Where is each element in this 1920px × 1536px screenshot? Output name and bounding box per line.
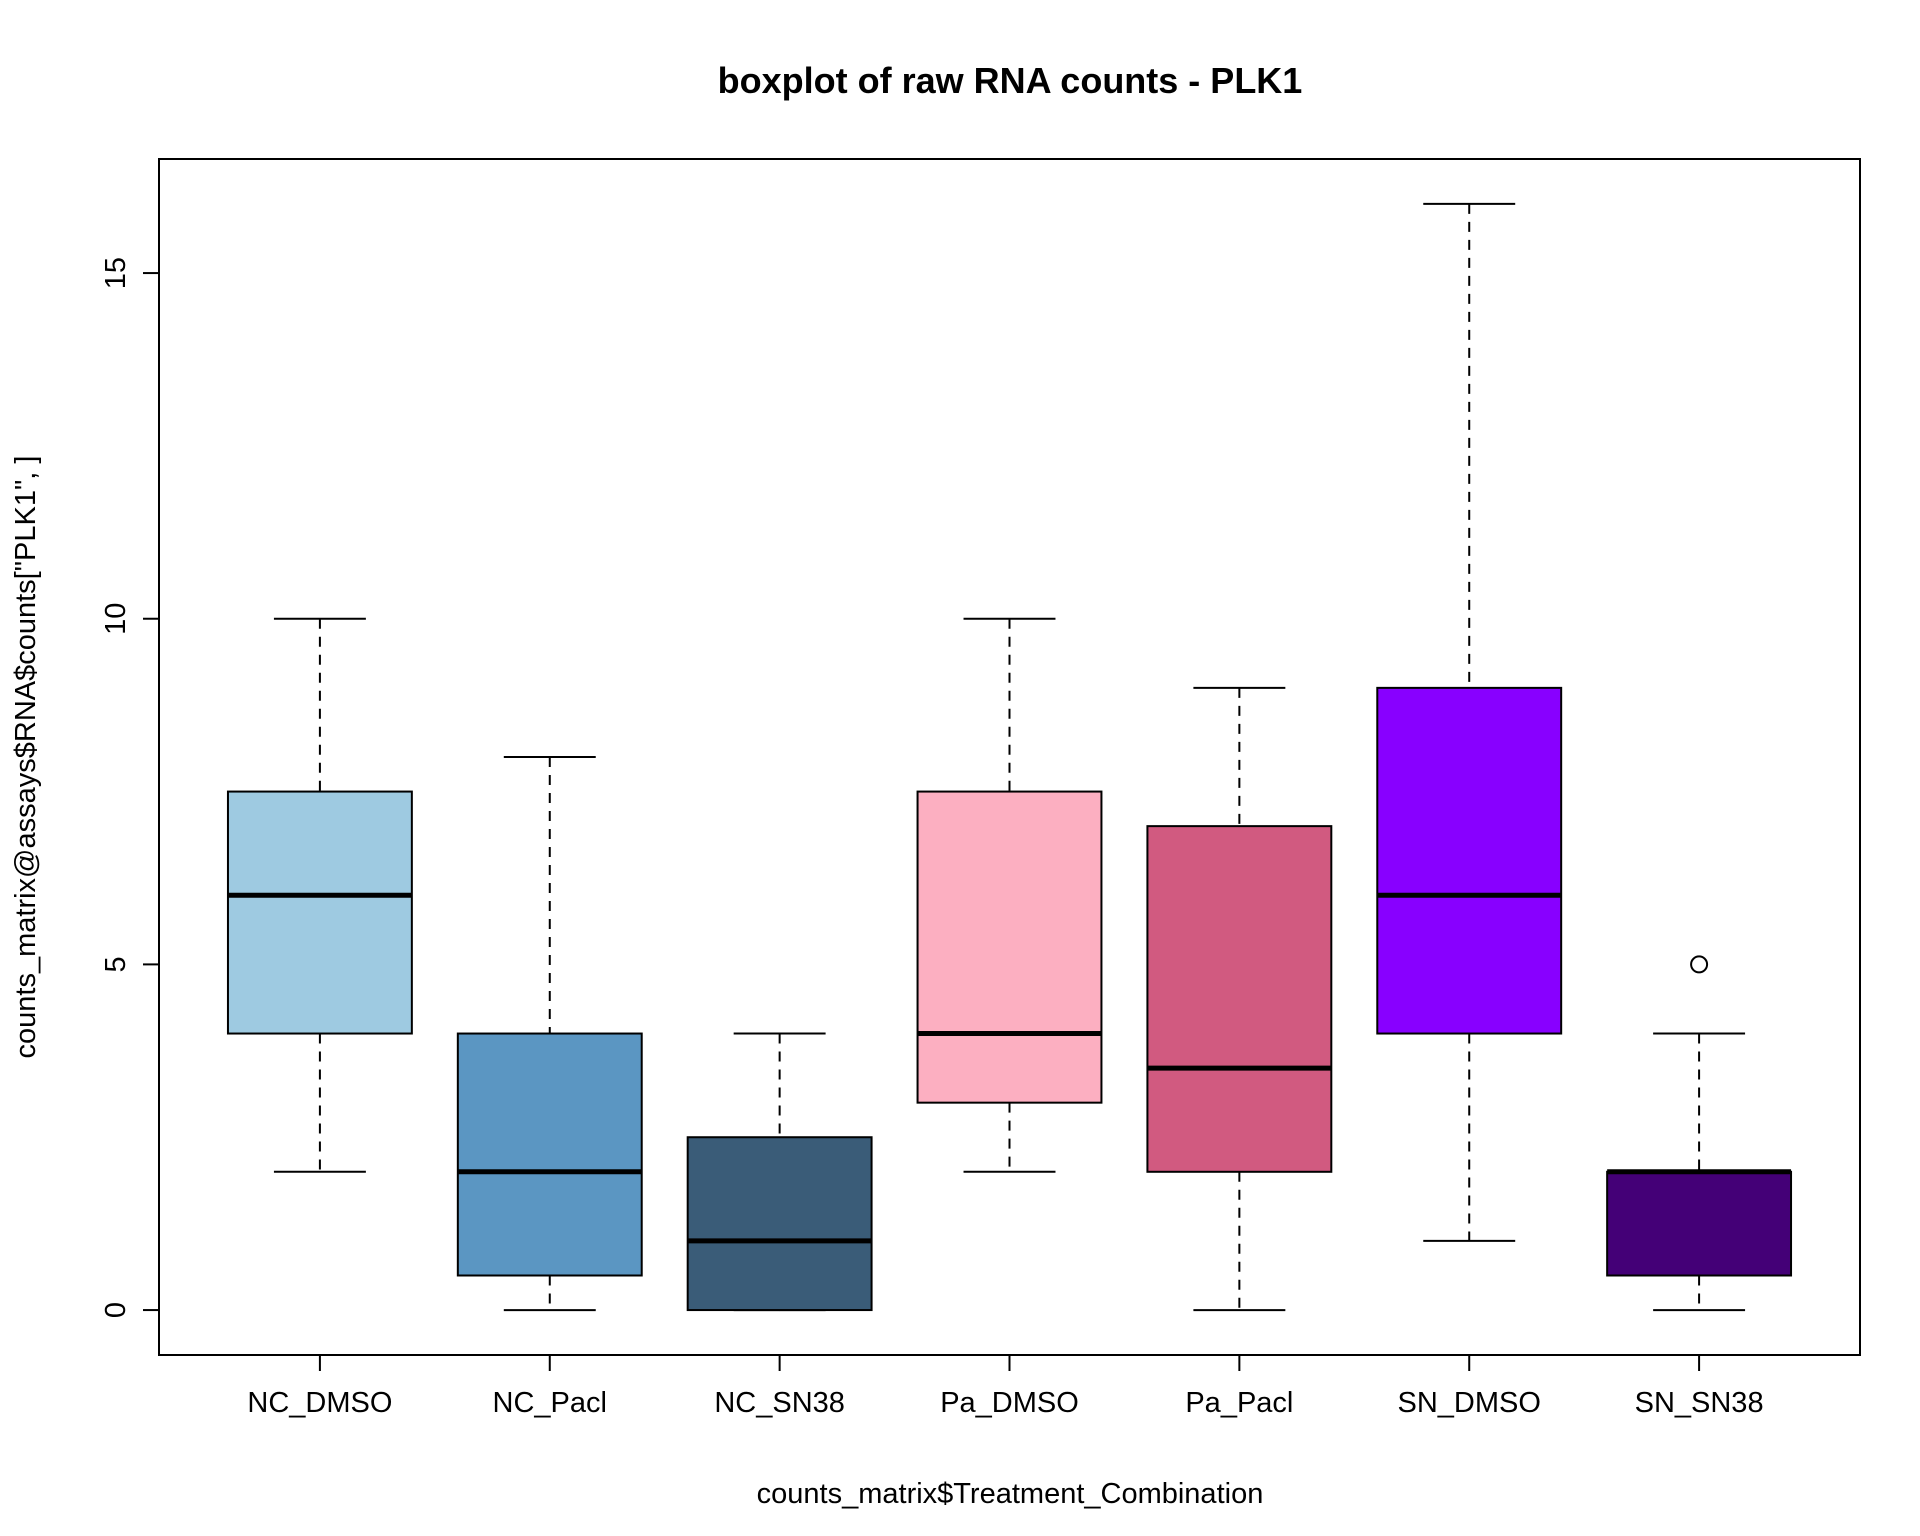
box-Pa_DMSO — [916, 617, 1103, 1173]
x-tick-label: SN_SN38 — [1635, 1387, 1764, 1419]
box-rect — [1376, 686, 1563, 1035]
box-rect — [456, 1032, 643, 1277]
box-rect — [226, 790, 413, 1035]
x-axis: NC_DMSO NC_Pacl NC_SN38 Pa_DMSO Pa_Pacl SN_DM… — [247, 1354, 1764, 1419]
x-tick-label: NC_Pacl — [493, 1387, 607, 1419]
box-SN_SN38 — [1606, 955, 1793, 1312]
chart-title: boxplot of raw RNA counts - PLK1 — [718, 60, 1303, 101]
box-rect — [1146, 825, 1333, 1173]
x-tick-label: NC_SN38 — [714, 1387, 845, 1419]
x-tick-label: Pa_DMSO — [940, 1387, 1079, 1419]
box-NC_Pacl — [456, 756, 643, 1312]
outlier-point — [1690, 955, 1709, 974]
y-tick-label: 0 — [100, 1302, 132, 1318]
box-rect — [686, 1136, 873, 1312]
box-Pa_Pacl — [1146, 686, 1333, 1312]
box-NC_DMSO — [226, 617, 413, 1173]
y-axis-label: counts_matrix@assays$RNA$counts["PLK1", … — [10, 456, 42, 1059]
y-tick-label: 5 — [100, 956, 132, 972]
x-tick-label: NC_DMSO — [247, 1387, 392, 1419]
x-axis-label: counts_matrix$Treatment_Combination — [757, 1478, 1264, 1510]
boxes-group — [226, 202, 1793, 1312]
box-rect — [916, 790, 1103, 1104]
x-tick-label: SN_DMSO — [1398, 1387, 1541, 1419]
x-tick-label: Pa_Pacl — [1185, 1387, 1293, 1419]
box-rect — [1606, 1170, 1793, 1277]
box-NC_SN38 — [686, 1032, 873, 1312]
y-tick-label: 10 — [100, 603, 132, 635]
box-SN_DMSO — [1376, 202, 1563, 1242]
y-axis: 0 5 10 15 — [100, 257, 160, 1318]
y-tick-label: 15 — [100, 257, 132, 289]
plot-frame — [158, 158, 1861, 1356]
